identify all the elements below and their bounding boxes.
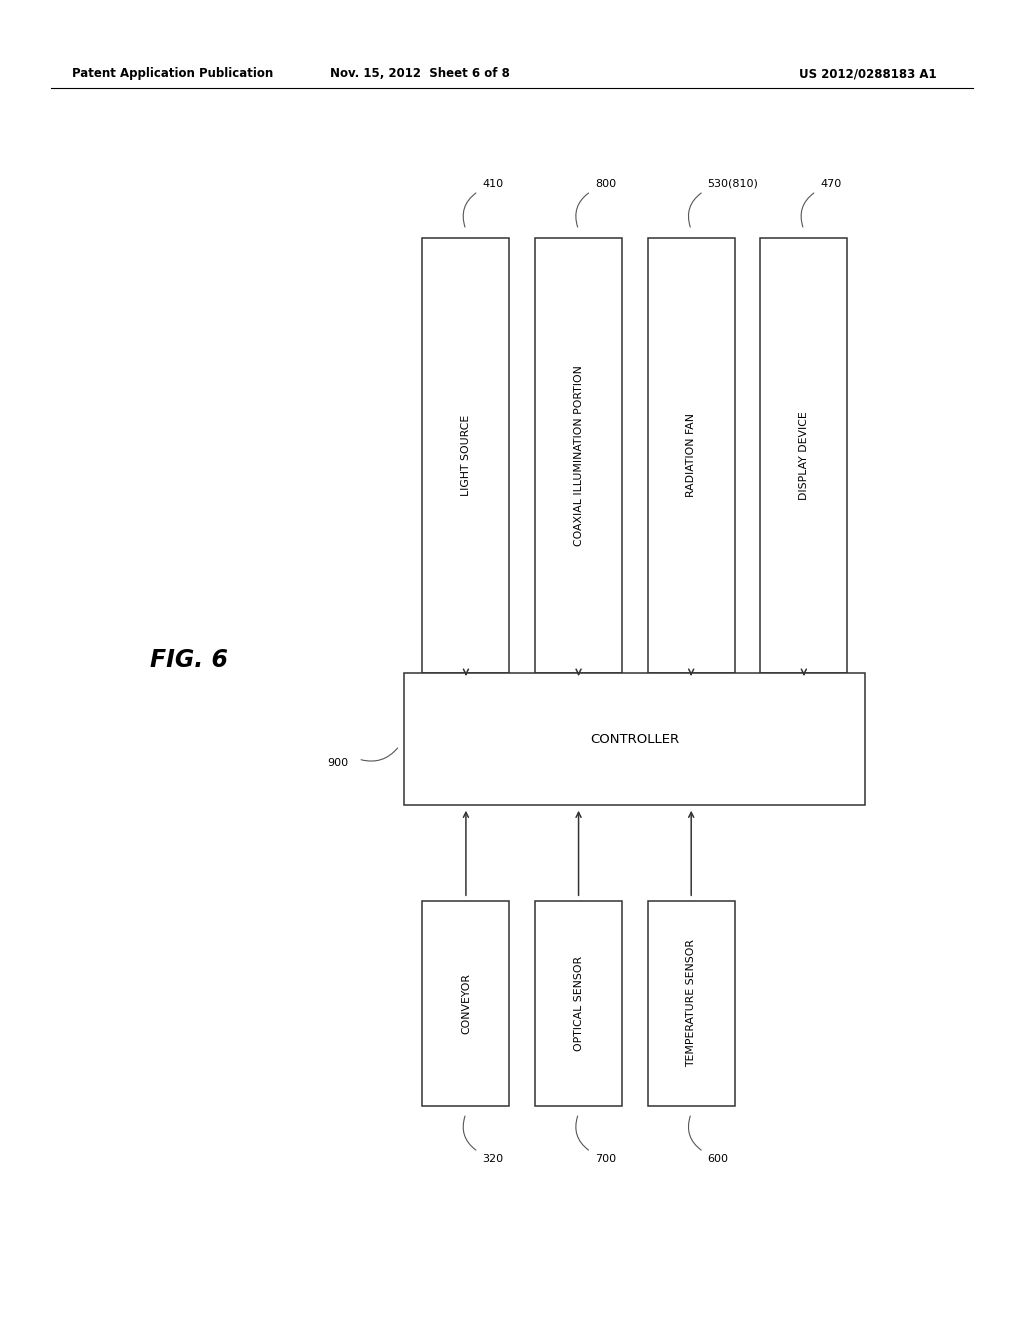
- Bar: [648, 238, 735, 673]
- Bar: [535, 238, 622, 673]
- Text: 530(810): 530(810): [708, 178, 759, 189]
- Bar: [535, 900, 622, 1106]
- Text: 470: 470: [820, 178, 842, 189]
- Text: LIGHT SOURCE: LIGHT SOURCE: [461, 414, 471, 496]
- Bar: [423, 900, 510, 1106]
- Text: Nov. 15, 2012  Sheet 6 of 8: Nov. 15, 2012 Sheet 6 of 8: [330, 67, 510, 81]
- Text: 410: 410: [482, 178, 504, 189]
- Bar: [760, 238, 848, 673]
- Text: TEMPERATURE SENSOR: TEMPERATURE SENSOR: [686, 940, 696, 1067]
- Bar: [423, 238, 510, 673]
- Bar: [404, 673, 865, 805]
- Text: 320: 320: [482, 1154, 504, 1164]
- Text: 600: 600: [708, 1154, 729, 1164]
- Text: RADIATION FAN: RADIATION FAN: [686, 413, 696, 498]
- Bar: [648, 900, 735, 1106]
- Text: OPTICAL SENSOR: OPTICAL SENSOR: [573, 956, 584, 1051]
- Text: CONVEYOR: CONVEYOR: [461, 973, 471, 1034]
- Text: Patent Application Publication: Patent Application Publication: [72, 67, 273, 81]
- Text: 900: 900: [327, 758, 348, 768]
- Text: 800: 800: [595, 178, 616, 189]
- Text: FIG. 6: FIG. 6: [151, 648, 228, 672]
- Text: 700: 700: [595, 1154, 616, 1164]
- Text: US 2012/0288183 A1: US 2012/0288183 A1: [799, 67, 936, 81]
- Text: CONTROLLER: CONTROLLER: [590, 733, 680, 746]
- Text: COAXIAL ILLUMINATION PORTION: COAXIAL ILLUMINATION PORTION: [573, 364, 584, 546]
- Text: DISPLAY DEVICE: DISPLAY DEVICE: [799, 411, 809, 500]
